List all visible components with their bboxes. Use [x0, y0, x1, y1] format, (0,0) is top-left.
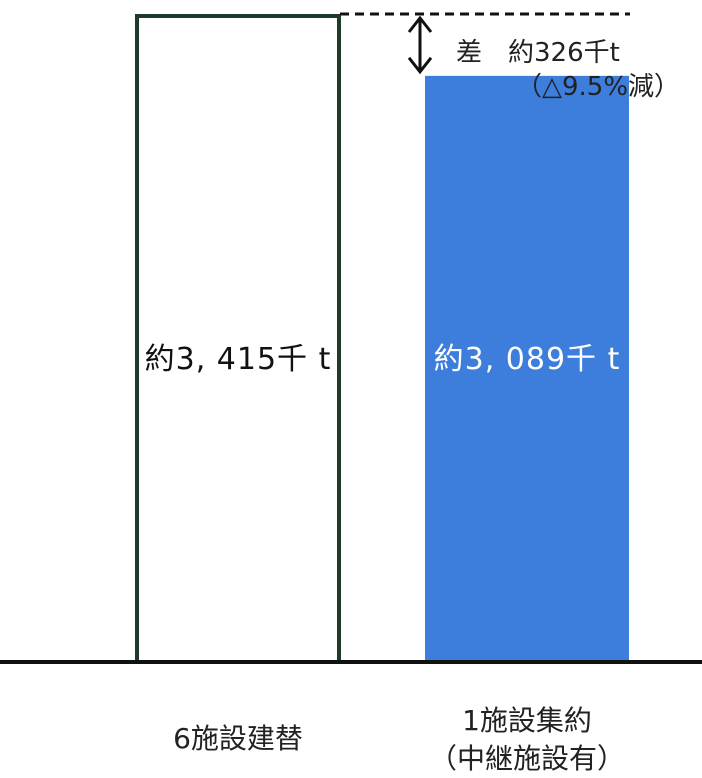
- difference-arrow: [407, 15, 433, 75]
- category-label-2: 1施設集約 （中継施設有）: [385, 702, 669, 778]
- bar-1: [135, 14, 341, 664]
- category-label-1: 6施設建替: [95, 720, 381, 758]
- bar-2: [425, 75, 629, 662]
- difference-annotation: 差 約326千t: [456, 38, 620, 68]
- category-label-line: 1施設集約: [462, 704, 592, 737]
- category-label-line: 6施設建替: [173, 722, 303, 755]
- difference-percent-annotation: （△9.5%減）: [516, 72, 681, 102]
- bar-value-label-1: 約3, 415千 t: [144, 342, 332, 377]
- bar-value-label-2: 約3, 089千 t: [433, 342, 621, 377]
- arrow-head-up: [407, 15, 433, 33]
- arrow-head-down: [407, 56, 433, 75]
- category-label-line: （中継施設有）: [428, 742, 625, 775]
